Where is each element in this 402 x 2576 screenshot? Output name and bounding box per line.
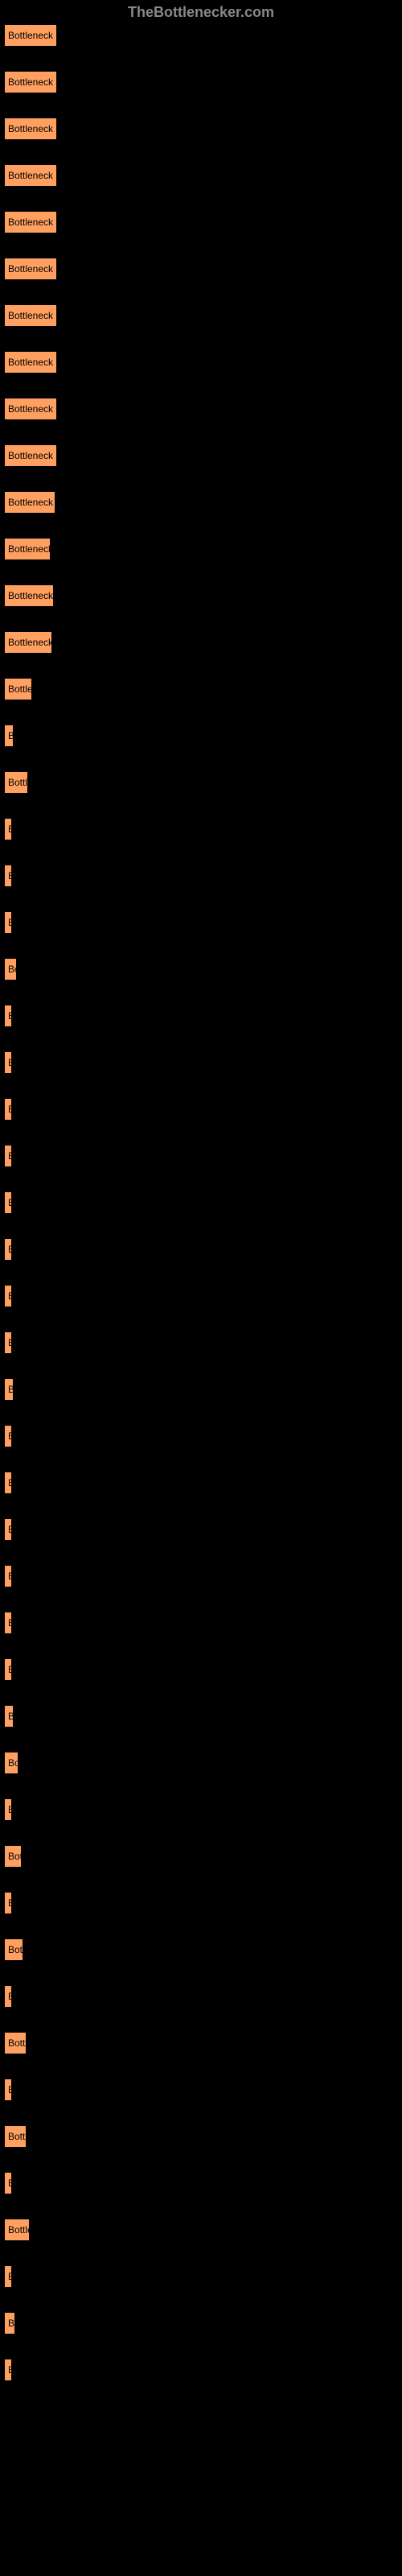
bar-2: Bottleneck res xyxy=(4,118,57,140)
bar-20: Bottleneck res xyxy=(4,958,17,980)
bar-43: Bottleneck res xyxy=(4,2032,27,2054)
bar-12: Bottleneck res xyxy=(4,584,54,607)
bar-29: Bottleneck res xyxy=(4,1378,14,1401)
bar-8: Bottleneck res xyxy=(4,398,57,420)
bar-16: Bottleneck res xyxy=(4,771,28,794)
bar-39: Bottleneck res xyxy=(4,1845,22,1868)
bar-22: Bottleneck res xyxy=(4,1051,12,1074)
bar-24: Bottleneck res xyxy=(4,1145,12,1167)
bar-19: Bottleneck res xyxy=(4,911,12,934)
bar-45: Bottleneck res xyxy=(4,2125,27,2148)
bar-33: Bottleneck res xyxy=(4,1565,12,1587)
bar-32: Bottleneck res xyxy=(4,1518,12,1541)
bar-23: Bottleneck res xyxy=(4,1098,12,1121)
bar-6: Bottleneck res xyxy=(4,304,57,327)
bar-48: Bottleneck res xyxy=(4,2265,12,2288)
bar-50: Bottleneck res xyxy=(4,2359,12,2381)
bar-11: Bottleneck res xyxy=(4,538,51,560)
bar-44: Bottleneck res xyxy=(4,2079,12,2101)
bar-36: Bottleneck res xyxy=(4,1705,14,1728)
bar-18: Bottleneck res xyxy=(4,865,12,887)
bar-30: Bottleneck res xyxy=(4,1425,12,1447)
bar-40: Bottleneck res xyxy=(4,1892,12,1914)
bar-47: Bottleneck res xyxy=(4,2219,30,2241)
bar-3: Bottleneck res xyxy=(4,164,57,187)
bar-46: Bottleneck res xyxy=(4,2172,12,2194)
bar-10: Bottleneck res xyxy=(4,491,55,514)
bar-14: Bottleneck res xyxy=(4,678,32,700)
bar-41: Bottleneck res xyxy=(4,1938,23,1961)
bar-25: Bottleneck res xyxy=(4,1191,12,1214)
bar-49: Bottleneck res xyxy=(4,2312,15,2334)
bar-7: Bottleneck res xyxy=(4,351,57,374)
bar-17: Bottleneck res xyxy=(4,818,12,840)
bar-13: Bottleneck res xyxy=(4,631,52,654)
bar-26: Bottleneck res xyxy=(4,1238,12,1261)
bar-15: Bottleneck res xyxy=(4,724,14,747)
bars-container: Bottleneck res Bottleneck res Bottleneck r… xyxy=(4,24,57,2405)
bar-1: Bottleneck res xyxy=(4,71,57,93)
bar-37: Bottleneck res xyxy=(4,1752,18,1774)
bar-5: Bottleneck res xyxy=(4,258,57,280)
bar-42: Bottleneck res xyxy=(4,1985,12,2008)
bar-27: Bottleneck res xyxy=(4,1285,12,1307)
header-title: TheBottlenecker.com xyxy=(128,4,274,21)
bar-34: Bottleneck res xyxy=(4,1612,12,1634)
bar-0: Bottleneck res xyxy=(4,24,57,47)
bar-31: Bottleneck res xyxy=(4,1472,12,1494)
bar-9: Bottleneck res xyxy=(4,444,57,467)
bar-21: Bottleneck res xyxy=(4,1005,12,1027)
bar-28: Bottleneck res xyxy=(4,1331,12,1354)
bar-38: Bottleneck res xyxy=(4,1798,12,1821)
bar-4: Bottleneck res xyxy=(4,211,57,233)
bar-35: Bottleneck res xyxy=(4,1658,12,1681)
